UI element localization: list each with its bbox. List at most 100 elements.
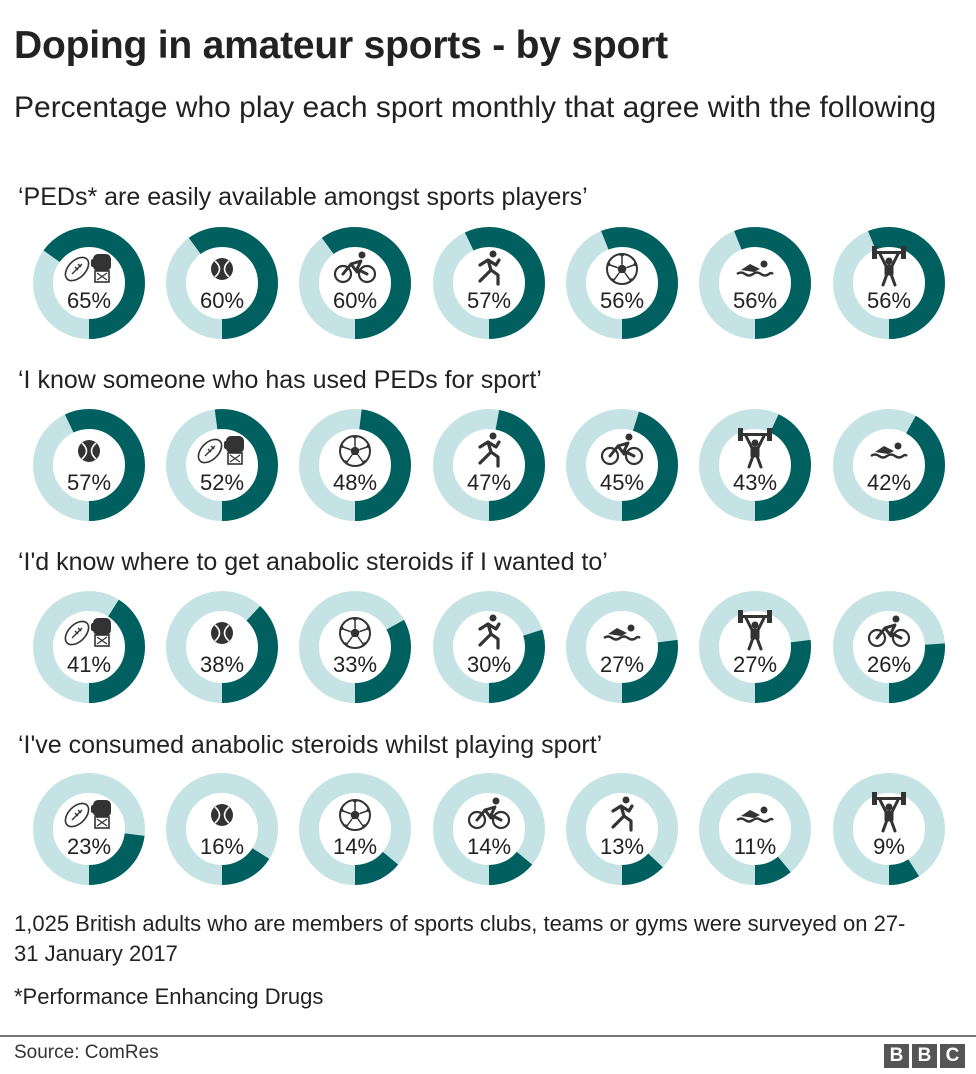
swimming-icon	[736, 806, 774, 823]
bbc-logo: B B C	[884, 1044, 965, 1068]
donut-running: 13%	[566, 773, 678, 885]
rugby-boxing-icon	[64, 254, 111, 283]
donut-value-arc	[299, 773, 411, 885]
donut-value-arc	[299, 591, 411, 703]
donut-running: 30%	[433, 591, 545, 703]
running-icon	[478, 250, 501, 286]
donut-football: 56%	[566, 227, 678, 339]
donut-value-arc	[699, 773, 811, 885]
donut-value-label: 41%	[67, 652, 111, 677]
donut-value-arc	[166, 227, 278, 339]
donut-value-arc	[433, 591, 545, 703]
weightlifting-icon	[872, 792, 906, 833]
donut-value-label: 47%	[467, 470, 511, 495]
section-title-consumed: ‘I've consumed anabolic steroids whilst …	[18, 731, 603, 759]
donut-value-arc	[33, 227, 145, 339]
section-title-peds-available: ‘PEDs* are easily available amongst spor…	[18, 183, 588, 211]
donut-swimming: 11%	[699, 773, 811, 885]
donut-value-label: 26%	[867, 652, 911, 677]
donut-value-arc	[166, 591, 278, 703]
running-icon	[611, 796, 634, 832]
donut-rugby-boxing: 52%	[166, 409, 278, 521]
donut-value-arc	[433, 227, 545, 339]
cycling-icon	[600, 433, 644, 466]
football-icon	[339, 799, 371, 831]
donut-value-arc	[833, 227, 945, 339]
donut-value-label: 56%	[867, 288, 911, 313]
donut-value-label: 38%	[200, 652, 244, 677]
donut-value-arc	[833, 409, 945, 521]
swimming-icon	[736, 260, 774, 277]
donut-value-arc	[566, 773, 678, 885]
donut-weightlifting: 43%	[699, 409, 811, 521]
donut-value-arc	[166, 773, 278, 885]
donut-swimming: 56%	[699, 227, 811, 339]
donut-weightlifting: 27%	[699, 591, 811, 703]
donut-value-label: 60%	[333, 288, 377, 313]
cycling-icon	[333, 251, 377, 284]
donut-rugby-boxing: 41%	[33, 591, 145, 703]
donut-football: 14%	[299, 773, 411, 885]
donut-value-label: 33%	[333, 652, 377, 677]
donut-value-label: 52%	[200, 470, 244, 495]
running-icon	[478, 614, 501, 650]
bbc-logo-letter: B	[884, 1044, 909, 1068]
bbc-logo-letter: C	[940, 1044, 965, 1068]
donut-value-label: 27%	[600, 652, 644, 677]
donut-tennis: 60%	[166, 227, 278, 339]
donut-weightlifting: 56%	[833, 227, 945, 339]
section-title-know-someone: ‘I know someone who has used PEDs for sp…	[18, 366, 542, 394]
donut-value-label: 16%	[200, 834, 244, 859]
donut-value-arc	[33, 591, 145, 703]
donut-value-label: 27%	[733, 652, 777, 677]
donut-value-label: 48%	[333, 470, 377, 495]
cycling-icon	[467, 797, 511, 830]
donut-value-arc	[433, 409, 545, 521]
football-icon	[339, 435, 371, 467]
donut-cycling: 26%	[833, 591, 945, 703]
survey-note: 1,025 British adults who are members of …	[14, 911, 906, 966]
tennis-icon	[211, 622, 233, 644]
footnote: *Performance Enhancing Drugs	[14, 984, 324, 1009]
tennis-icon	[211, 258, 233, 280]
donut-value-arc	[566, 409, 678, 521]
donut-football: 48%	[299, 409, 411, 521]
donut-weightlifting: 9%	[833, 773, 945, 885]
donut-value-label: 57%	[467, 288, 511, 313]
donut-tennis: 38%	[166, 591, 278, 703]
donut-value-arc	[166, 409, 278, 521]
tennis-icon	[78, 440, 100, 462]
donut-football: 33%	[299, 591, 411, 703]
cycling-icon	[867, 615, 911, 648]
donut-value-label: 56%	[733, 288, 777, 313]
donut-value-arc	[833, 773, 945, 885]
donut-tennis: 16%	[166, 773, 278, 885]
donut-value-arc	[33, 773, 145, 885]
donut-track	[833, 773, 945, 885]
chart-subtitle: Percentage who play each sport monthly t…	[14, 91, 937, 124]
donut-value-arc	[433, 773, 545, 885]
donut-value-arc	[566, 591, 678, 703]
donut-value-label: 30%	[467, 652, 511, 677]
donut-value-label: 57%	[67, 470, 111, 495]
donut-value-label: 11%	[734, 834, 776, 859]
donut-swimming: 27%	[566, 591, 678, 703]
donut-value-label: 60%	[200, 288, 244, 313]
running-icon	[478, 432, 501, 468]
donut-value-arc	[299, 409, 411, 521]
footer-divider	[0, 1035, 976, 1037]
section-title-know-where: ‘I'd know where to get anabolic steroids…	[18, 548, 608, 576]
donut-rugby-boxing: 23%	[33, 773, 145, 885]
donut-cycling: 60%	[299, 227, 411, 339]
donut-cycling: 14%	[433, 773, 545, 885]
donut-value-label: 43%	[733, 470, 777, 495]
donut-tennis: 57%	[33, 409, 145, 521]
weightlifting-icon	[738, 610, 772, 651]
donut-value-label: 23%	[67, 834, 111, 859]
donut-value-label: 45%	[600, 470, 644, 495]
donut-value-label: 42%	[867, 470, 911, 495]
football-icon	[339, 617, 371, 649]
donut-value-label: 13%	[600, 834, 644, 859]
chart-title: Doping in amateur sports - by sport	[14, 24, 668, 67]
donut-value-arc	[833, 591, 945, 703]
